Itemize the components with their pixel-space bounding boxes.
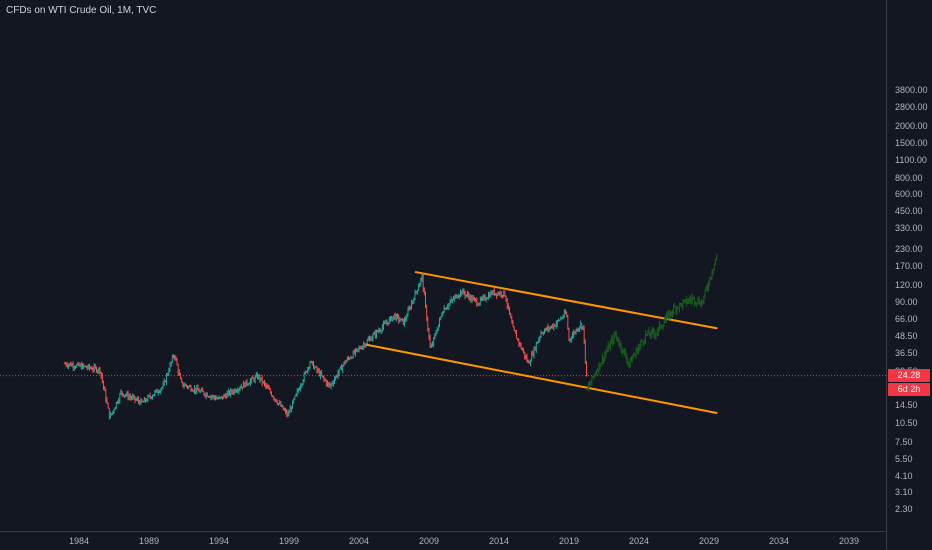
time-tick-label: 2004 [348,536,370,546]
price-tick-label: 170.00 [895,260,923,271]
time-tick-label: 2034 [768,536,790,546]
price-tick-label: 14.50 [895,399,918,410]
chart-title: CFDs on WTI Crude Oil, 1M, TVC [6,5,157,16]
time-tick-label: 1999 [278,536,300,546]
price-axis[interactable]: 3800.00 2800.00 2000.00 1500.00 1100.00 800.0… [886,0,932,550]
time-tick-label: 2009 [418,536,440,546]
price-tick-label: 2.30 [895,503,913,514]
price-tick-label: 800.00 [895,173,923,184]
price-tick-label: 90.00 [895,296,918,307]
time-tick-label: 2029 [698,536,720,546]
channel-line-lower[interactable] [365,343,718,415]
price-tick-label: 330.00 [895,223,923,234]
chart-plot-area[interactable]: CFDs on WTI Crude Oil, 1M, TVC [0,0,886,531]
price-tick-label: 5.50 [895,454,913,465]
price-tick-label: 3.10 [895,486,913,497]
price-chart[interactable] [0,0,886,531]
time-tick-label: 1984 [68,536,90,546]
price-tick-label: 1500.00 [895,137,928,148]
price-tick-label: 2000.00 [895,121,928,132]
time-tick-label: 2039 [838,536,860,546]
price-tick-label: 7.50 [895,436,913,447]
bar-countdown-badge: 6d 2h [888,382,930,396]
time-tick-label: 2019 [558,536,580,546]
price-tick-label: 600.00 [895,189,923,200]
time-tick-label: 2014 [488,536,510,546]
time-axis[interactable]: 1984 1989 1994 1999 2004 2009 2014 2019 2024 2029… [0,531,886,550]
price-tick-label: 4.10 [895,471,913,482]
price-tick-label: 450.00 [895,205,923,216]
price-tick-label: 66.00 [895,314,918,325]
channel-line-upper[interactable] [414,270,718,330]
price-tick-label: 48.50 [895,331,918,342]
time-tick-label: 2024 [628,536,650,546]
price-tick-label: 10.50 [895,417,918,428]
price-tick-label: 3800.00 [895,85,928,96]
time-tick-label: 1994 [208,536,230,546]
time-tick-label: 1989 [138,536,160,546]
price-tick-label: 1100.00 [895,155,927,166]
price-tick-label: 2800.00 [895,102,928,113]
price-tick-label: 230.00 [895,243,923,254]
price-tick-label: 36.50 [895,347,918,358]
last-price-badge: 24.28 [888,368,930,382]
price-tick-label: 120.00 [895,280,923,291]
